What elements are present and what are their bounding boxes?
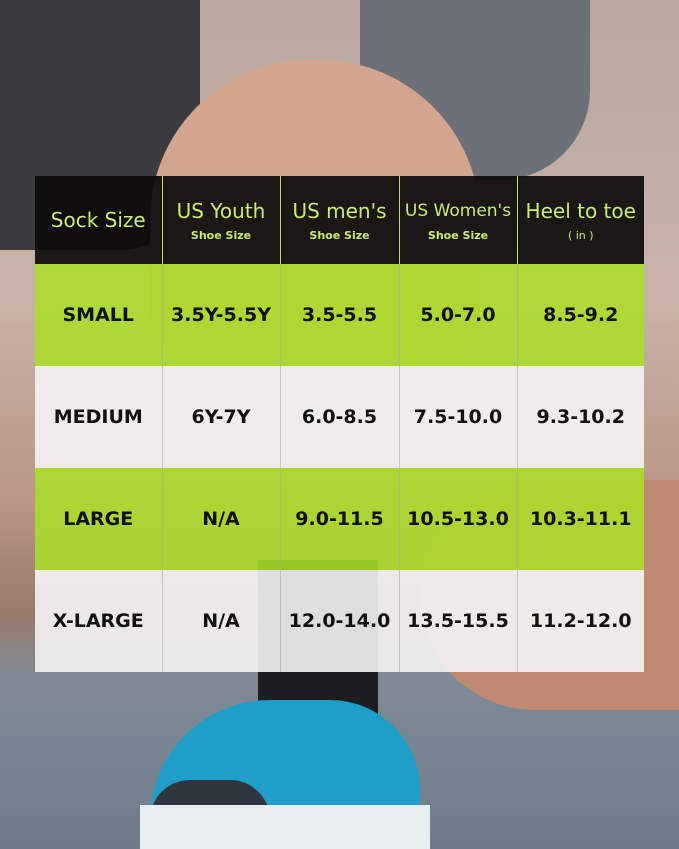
header-sublabel: ( in ) — [567, 228, 594, 242]
header-us-youth: US Youth Shoe Size — [162, 176, 281, 264]
photo-shoe-sole — [140, 805, 430, 849]
table-row: X-LARGE N/A 12.0-14.0 13.5-15.5 11.2-12.0 — [35, 570, 644, 672]
header-sublabel: Shoe Size — [309, 228, 370, 242]
header-sublabel: Shoe Size — [190, 228, 252, 242]
table-cell: 3.5Y-5.5Y — [162, 264, 281, 366]
table-cell: 7.5-10.0 — [399, 366, 518, 468]
table-cell: 12.0-14.0 — [280, 570, 400, 672]
table-cell: 8.5-9.2 — [517, 264, 644, 366]
table-cell: 13.5-15.5 — [399, 570, 518, 672]
table-cell: 6Y-7Y — [162, 366, 281, 468]
table-cell: 6.0-8.5 — [280, 366, 400, 468]
header-label: Sock Size — [50, 208, 146, 232]
header-label: US Women's — [404, 200, 512, 221]
table-row: MEDIUM 6Y-7Y 6.0-8.5 7.5-10.0 9.3-10.2 — [35, 366, 644, 468]
table-cell: 10.5-13.0 — [399, 468, 518, 570]
table-cell: 9.0-11.5 — [280, 468, 400, 570]
table-cell: 10.3-11.1 — [517, 468, 644, 570]
size-chart: Sock Size US Youth Shoe Size US men's Shoe… — [35, 176, 644, 672]
header-us-womens: US Women's Shoe Size — [399, 176, 518, 264]
header-heel-to-toe: Heel to toe ( in ) — [517, 176, 644, 264]
table-cell: MEDIUM — [35, 366, 163, 468]
table-cell: N/A — [162, 570, 281, 672]
header-label: US men's — [292, 198, 387, 223]
table-row: SMALL 3.5Y-5.5Y 3.5-5.5 5.0-7.0 8.5-9.2 — [35, 264, 644, 366]
header-label: Heel to toe — [525, 198, 636, 223]
header-us-mens: US men's Shoe Size — [280, 176, 400, 264]
table-cell: 11.2-12.0 — [517, 570, 644, 672]
header-sock-size: Sock Size — [35, 176, 163, 264]
table-row: LARGE N/A 9.0-11.5 10.5-13.0 10.3-11.1 — [35, 468, 644, 570]
table-cell: SMALL — [35, 264, 163, 366]
table-cell: 5.0-7.0 — [399, 264, 518, 366]
table-cell: N/A — [162, 468, 281, 570]
header-sublabel: Shoe Size — [427, 228, 489, 242]
header-row: Sock Size US Youth Shoe Size US men's Shoe… — [35, 176, 644, 264]
table-cell: LARGE — [35, 468, 163, 570]
table-cell: 3.5-5.5 — [280, 264, 400, 366]
table-cell: X-LARGE — [35, 570, 163, 672]
header-label: US Youth — [176, 198, 266, 223]
table-cell: 9.3-10.2 — [517, 366, 644, 468]
